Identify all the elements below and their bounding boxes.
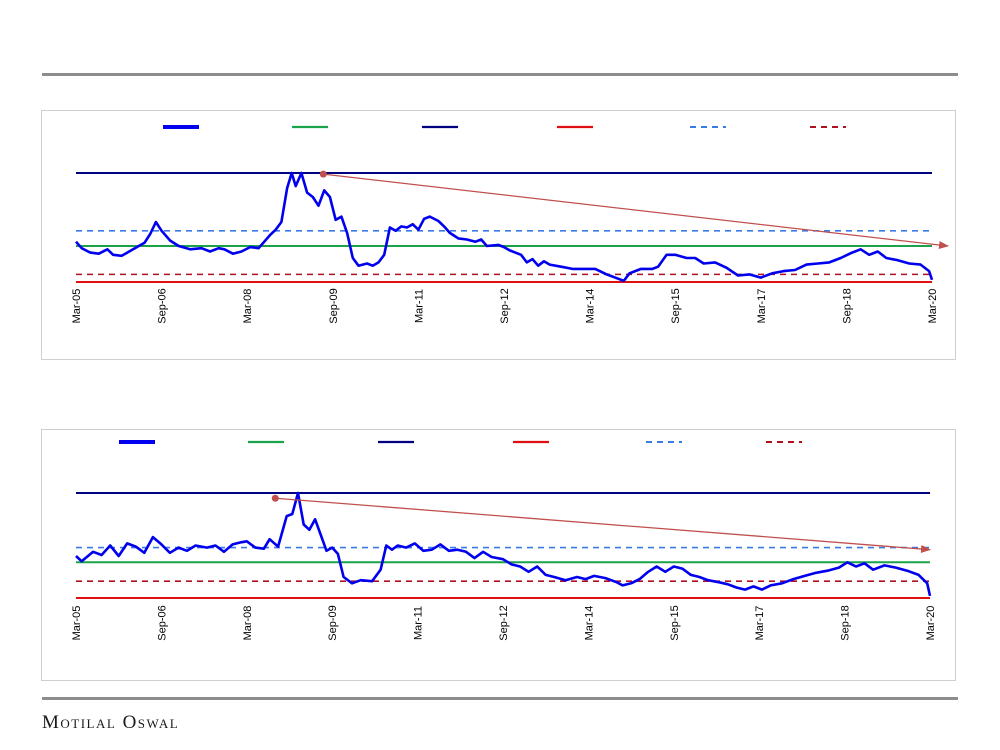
x-tick-label: Sep-06 bbox=[156, 605, 168, 640]
series-line-main bbox=[75, 171, 934, 283]
x-tick-label: Mar-20 bbox=[927, 289, 939, 324]
x-tick-label: Mar-05 bbox=[71, 606, 83, 641]
x-tick-label: Sep-09 bbox=[327, 605, 339, 640]
brand-logo: Motilal Oswal bbox=[42, 712, 180, 733]
series-line-main bbox=[75, 491, 932, 597]
x-tick-label: Sep-18 bbox=[840, 605, 852, 640]
x-tick-label: Mar-08 bbox=[242, 606, 254, 641]
trend-arrow bbox=[275, 497, 931, 553]
chart-1-svg: Mar-05 Sep-06 Mar-08 Sep-09 Mar-11 Sep-12 Mar-… bbox=[71, 125, 949, 324]
x-tick-label: Mar-05 bbox=[71, 289, 83, 324]
chart-panel-1: Mar-05 Sep-06 Mar-08 Sep-09 Mar-11 Sep-12 Mar-… bbox=[41, 110, 956, 360]
chart-2-svg: Mar-05 Sep-06 Mar-08 Sep-09 Mar-11 Sep-12 Mar-… bbox=[71, 440, 937, 641]
x-tick-label: Mar-11 bbox=[413, 606, 425, 640]
x-tick-label: Mar-20 bbox=[925, 606, 937, 641]
x-tick-label: Mar-17 bbox=[756, 289, 768, 324]
x-tick-label: Sep-15 bbox=[670, 288, 682, 323]
x-tick-label: Mar-14 bbox=[585, 289, 597, 324]
trend-arrow bbox=[323, 173, 949, 249]
footer-rule bbox=[42, 697, 958, 700]
trend-arrow-start-dot bbox=[319, 170, 327, 178]
x-tick-label: Mar-08 bbox=[242, 289, 254, 324]
header-rule bbox=[42, 73, 958, 76]
x-tick-label: Mar-17 bbox=[754, 606, 766, 641]
x-tick-label: Sep-06 bbox=[157, 288, 169, 323]
x-tick-label: Sep-09 bbox=[328, 288, 340, 323]
x-tick-label: Sep-15 bbox=[669, 605, 681, 640]
chart-panel-2: Mar-05 Sep-06 Mar-08 Sep-09 Mar-11 Sep-12 Mar-… bbox=[41, 429, 956, 681]
x-tick-label: Mar-11 bbox=[413, 289, 425, 323]
trend-arrow-start-dot bbox=[271, 494, 279, 502]
x-tick-label: Sep-12 bbox=[499, 288, 511, 323]
x-tick-label: Sep-12 bbox=[498, 605, 510, 640]
x-tick-label: Sep-18 bbox=[841, 288, 853, 323]
x-tick-label: Mar-14 bbox=[583, 606, 595, 641]
